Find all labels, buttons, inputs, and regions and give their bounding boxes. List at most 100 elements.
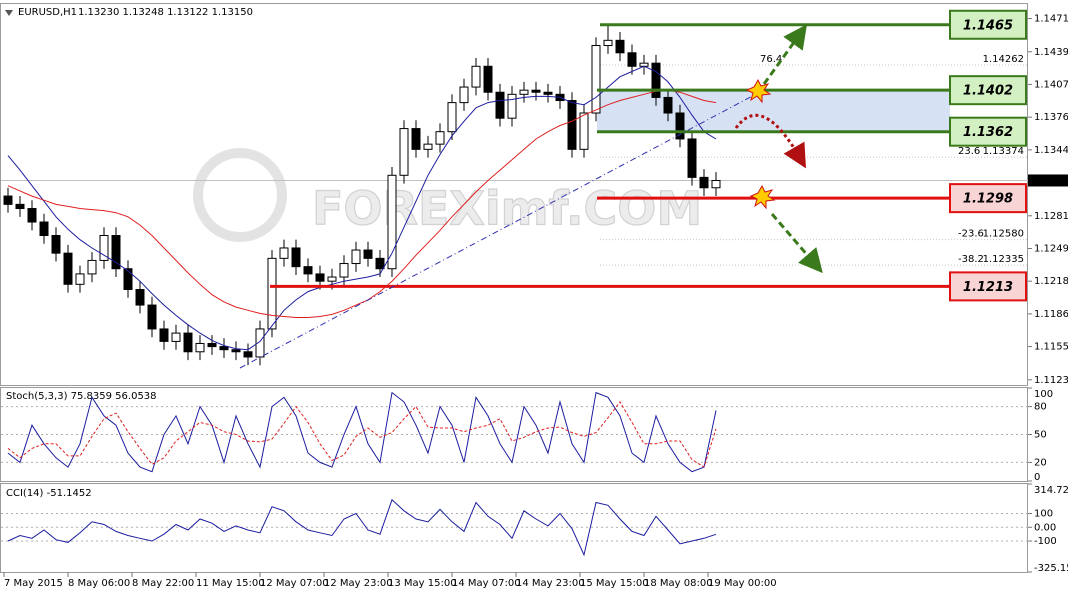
candle-body xyxy=(387,174,397,270)
candle-body xyxy=(411,128,421,150)
fibo-level: -38.2 xyxy=(958,254,984,265)
x-tick-label: 13 May 15:00 xyxy=(388,578,457,589)
y-tick-label: 1.12180 xyxy=(1034,276,1068,287)
candle-body xyxy=(99,235,109,261)
level-box xyxy=(949,271,1027,302)
candle-body xyxy=(15,203,25,210)
level-box xyxy=(949,183,1027,214)
candle-body xyxy=(27,208,37,223)
annotations xyxy=(239,24,823,369)
x-tick-label: 8 May 22:00 xyxy=(132,578,194,589)
candle-body xyxy=(231,349,241,353)
candle-body xyxy=(123,268,133,290)
candle-body xyxy=(567,100,577,150)
candle-body xyxy=(267,257,277,330)
trendline xyxy=(239,91,761,369)
candle-body xyxy=(3,195,13,205)
x-tick-label: 18 May 08:00 xyxy=(644,578,713,589)
candle-body xyxy=(291,247,301,268)
y-tick-label: 50 xyxy=(1034,430,1047,441)
y-tick-label: 100 xyxy=(1034,389,1053,400)
burst xyxy=(749,184,776,210)
zone xyxy=(597,90,950,132)
candle-body xyxy=(579,112,589,150)
candle-body xyxy=(603,39,613,47)
candle-body xyxy=(519,89,529,95)
candle-body xyxy=(675,112,685,140)
candle-body xyxy=(63,252,73,285)
price-tag xyxy=(1028,174,1068,187)
fibo-price: 1.14262 xyxy=(983,54,1024,65)
candle-body xyxy=(591,45,601,114)
fibo-price: 1.12580 xyxy=(983,229,1024,240)
candle-body xyxy=(663,96,673,114)
level-label: 1.1402 xyxy=(963,84,1013,99)
x-tick-label: 12 May 23:00 xyxy=(324,578,393,589)
candle-body xyxy=(75,273,85,285)
level-box xyxy=(949,75,1027,106)
level-box xyxy=(949,116,1027,147)
level-label: 1.1298 xyxy=(963,192,1013,207)
indicator-line xyxy=(7,401,717,468)
price-panel xyxy=(0,3,1028,386)
y-tick-label: -100 xyxy=(1034,536,1057,547)
x-tick-label: 15 May 15:00 xyxy=(580,578,649,589)
candle-body xyxy=(627,52,637,67)
candle-body xyxy=(87,259,97,275)
indicator-line xyxy=(7,65,717,351)
candle-body xyxy=(531,89,541,93)
candle-body xyxy=(219,346,229,351)
burst xyxy=(745,78,772,104)
level-label: 1.1213 xyxy=(963,280,1013,295)
symbol-title: EURUSD,H1 xyxy=(18,7,77,18)
y-tick-label: 0.00 xyxy=(1034,522,1056,533)
y-tick-label: 100 xyxy=(1034,509,1053,520)
candle-body xyxy=(435,131,445,145)
x-tick-label: 7 May 2015 xyxy=(4,578,63,589)
x-tick-label: 12 May 07:00 xyxy=(260,578,329,589)
candle-body xyxy=(279,247,289,259)
fibo-level: 23.6 xyxy=(958,146,980,157)
candle-body xyxy=(315,273,325,282)
y-tick-label: 1.12495 xyxy=(1034,243,1068,254)
x-tick-label: 11 May 15:00 xyxy=(196,578,265,589)
y-tick-label: 314.7289 xyxy=(1034,485,1068,496)
fibo-price: 1.13374 xyxy=(983,146,1024,157)
y-tick-label: 1.12810 xyxy=(1034,211,1068,222)
candle-body xyxy=(111,235,121,270)
candle-body xyxy=(711,179,721,189)
level-label: 1.1465 xyxy=(963,18,1013,33)
candle-body xyxy=(195,342,205,353)
y-tick-label: 1.11865 xyxy=(1034,309,1068,320)
y-tick-label: 1.13445 xyxy=(1034,145,1068,156)
stoch-title: Stoch(5,3,3) 75.8359 56.0538 xyxy=(6,391,157,402)
candle-body xyxy=(147,304,157,330)
watermark-text: FOREXimf.COM xyxy=(312,182,702,236)
indicator-line xyxy=(7,89,717,318)
candle-body xyxy=(699,176,709,189)
x-tick-label: 14 May 23:00 xyxy=(516,578,585,589)
y-tick-label: 20 xyxy=(1034,457,1047,468)
y-tick-label: 1.13760 xyxy=(1034,112,1068,123)
cci-panel xyxy=(0,483,1028,573)
candle-body xyxy=(375,257,385,270)
y-tick-label: 1.14390 xyxy=(1034,47,1068,58)
candle-body xyxy=(495,91,505,119)
candle-body xyxy=(363,249,373,259)
candle-body xyxy=(687,138,697,178)
fibo-level: 76.4 xyxy=(760,54,782,65)
candle-body xyxy=(471,65,481,88)
y-tick-label: -325.1526 xyxy=(1034,563,1068,574)
x-tick-label: 8 May 06:00 xyxy=(68,578,130,589)
level-box xyxy=(949,9,1027,40)
y-tick-label: 1.14710 xyxy=(1034,14,1068,25)
y-tick-label: 80 xyxy=(1034,402,1047,413)
indicator-line xyxy=(7,498,717,557)
candle-body xyxy=(399,128,409,176)
y-tick-label: 1.11550 xyxy=(1034,342,1068,353)
candle-body xyxy=(423,143,433,150)
y-tick-label: 0 xyxy=(1034,472,1040,483)
quote-subtitle: 1.13230 1.13248 1.13122 1.13150 xyxy=(78,7,253,18)
